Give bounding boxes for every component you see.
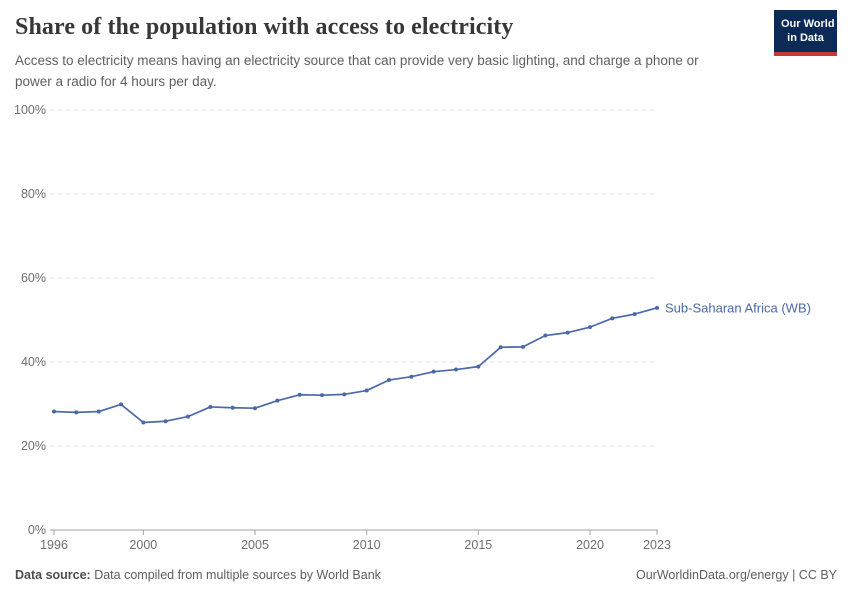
- chart-footer: Data source: Data compiled from multiple…: [15, 568, 837, 582]
- data-point: [163, 419, 168, 424]
- data-point: [454, 367, 458, 372]
- data-point: [141, 420, 146, 425]
- data-point: [387, 378, 391, 383]
- series-label: Sub-Saharan Africa (WB): [665, 300, 811, 315]
- data-point: [52, 409, 56, 414]
- x-axis-tick-label: 2023: [643, 538, 671, 552]
- data-point: [342, 392, 347, 397]
- x-axis-tick-label: 2010: [353, 538, 381, 552]
- data-point: [565, 330, 570, 335]
- y-axis-tick-label: 0%: [28, 523, 46, 537]
- data-point: [364, 388, 369, 393]
- data-point: [297, 392, 302, 397]
- data-point: [208, 404, 213, 409]
- owid-logo-line1: Our World: [781, 18, 835, 30]
- owid-logo-line2: in Data: [787, 32, 824, 45]
- chart-area: 0% 20% 40% 60% 80% 100% 1996 2000 2005 2010 2015 20…: [0, 95, 850, 555]
- data-point: [632, 312, 637, 317]
- data-point: [543, 333, 548, 338]
- data-point: [320, 393, 324, 398]
- x-axis-tick-label: 2000: [129, 538, 157, 552]
- data-series-line: [53, 306, 658, 424]
- data-point: [588, 325, 592, 330]
- data-point: [230, 405, 235, 410]
- owid-url-link[interactable]: OurWorldinData.org/energy | CC BY: [635, 568, 837, 582]
- data-source-text: Data compiled from multiple sources by W…: [90, 568, 381, 582]
- data-point: [275, 398, 280, 403]
- y-axis-tick-label: 100%: [14, 103, 46, 117]
- x-axis-tick-label: 2005: [241, 538, 269, 552]
- y-axis-tick-label: 80%: [21, 187, 46, 201]
- y-axis-tick-label: 20%: [21, 439, 46, 453]
- owid-logo[interactable]: Our World in Data: [774, 10, 837, 56]
- x-axis-tick-label: 2020: [576, 538, 604, 552]
- data-point: [610, 316, 615, 321]
- chart-title: Share of the population with access to e…: [15, 14, 514, 40]
- data-point: [253, 406, 257, 411]
- data-point: [521, 344, 525, 349]
- data-source: Data source: Data compiled from multiple…: [15, 568, 381, 582]
- y-axis-tick-label: 60%: [21, 271, 46, 285]
- data-point: [498, 345, 503, 350]
- chart-subtitle: Access to electricity means having an el…: [15, 53, 699, 89]
- data-source-label: Data source:: [15, 568, 91, 582]
- data-point: [119, 402, 123, 407]
- x-axis-tick-label: 1996: [40, 538, 68, 552]
- y-axis-tick-label: 40%: [21, 355, 46, 369]
- data-point: [476, 364, 481, 369]
- data-point: [74, 410, 79, 415]
- data-point: [96, 409, 101, 414]
- data-point: [655, 305, 659, 310]
- data-point: [409, 374, 414, 379]
- line-chart: 0% 20% 40% 60% 80% 100% 1996 2000 2005 2010 2015 20…: [14, 103, 811, 552]
- data-point: [186, 414, 190, 419]
- x-axis-tick-label: 2015: [464, 538, 492, 552]
- data-point: [431, 369, 436, 374]
